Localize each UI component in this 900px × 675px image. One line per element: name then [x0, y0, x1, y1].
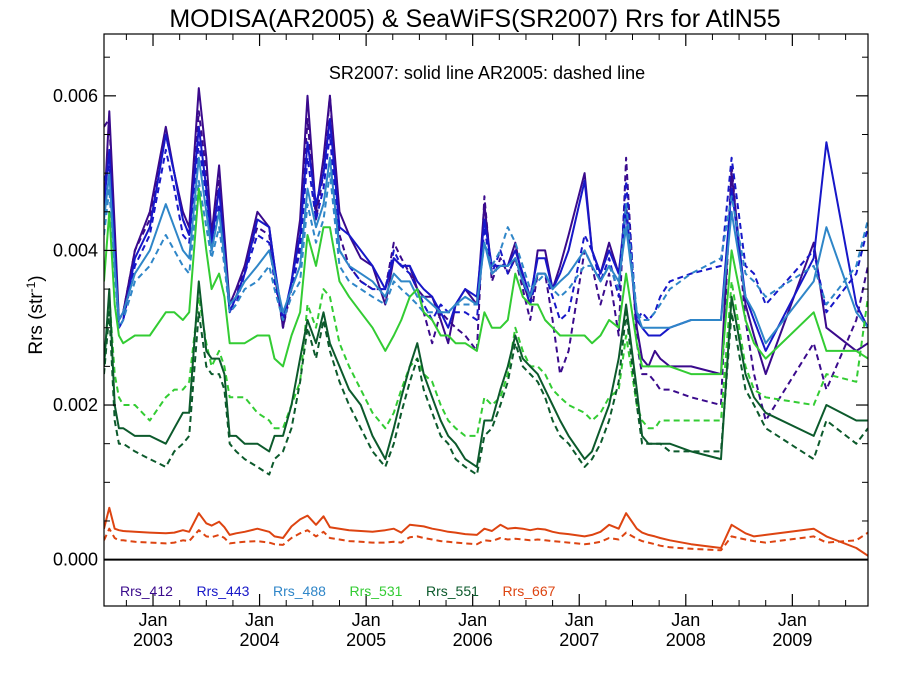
x-tick-year-label: 2009 [772, 630, 812, 650]
series-layer [104, 87, 868, 557]
rrs-488-solid-line [104, 156, 868, 345]
rrs-551-solid-line [104, 280, 868, 468]
legend-item-rrs-443: Rrs_443 [197, 583, 250, 599]
y-axis-label-prefix: Rrs (str [26, 292, 47, 355]
x-tick-year-label: 2008 [666, 630, 706, 650]
rrs-412-dashed-line [104, 94, 868, 422]
chart-title: MODISA(AR2005) & SeaWiFS(SR2007) Rrs for… [169, 5, 780, 33]
x-tick-year-label: 2003 [133, 630, 173, 650]
rrs-667-dashed-line [104, 527, 868, 552]
x-tick-month-label: Jan [245, 610, 274, 630]
rrs-531-solid-line [104, 187, 868, 376]
rrs-443-solid-line [104, 118, 868, 352]
legend-item-rrs-488: Rrs_488 [273, 583, 326, 599]
legend: Rrs_412 Rrs_443 Rrs_488 Rrs_531 Rrs_551 Rrs_6… [120, 583, 556, 599]
rrs-531-dashed-line [104, 280, 868, 437]
x-tick-year-label: 2004 [240, 630, 280, 650]
x-tick-year-label: 2005 [346, 630, 386, 650]
plot-frame [103, 33, 869, 607]
y-axis-label-suffix: ) [26, 275, 47, 281]
legend-item-rrs-667: Rrs_667 [503, 583, 556, 599]
y-tick-label: 0.006 [53, 86, 98, 106]
y-tick-label: 0.000 [53, 550, 98, 570]
y-tick-label: 0.002 [53, 395, 98, 415]
legend-item-rrs-412: Rrs_412 [120, 583, 173, 599]
legend-item-rrs-551: Rrs_551 [426, 583, 479, 599]
x-tick-year-label: 2006 [453, 630, 493, 650]
x-tick-month-label: Jan [352, 610, 381, 630]
x-tick-month-label: Jan [458, 610, 487, 630]
x-tick-month-label: Jan [138, 610, 167, 630]
y-tick-label: 0.004 [53, 240, 98, 260]
x-tick-month-label: Jan [671, 610, 700, 630]
y-axis-label: Rrs (str-1) [24, 275, 47, 354]
line-style-annotation: SR2007: solid line AR2005: dashed line [329, 63, 645, 83]
x-tick-month-label: Jan [778, 610, 807, 630]
rrs-667-solid-line [104, 506, 868, 557]
x-tick-month-label: Jan [565, 610, 594, 630]
y-axis-label-sup: -1 [24, 281, 38, 292]
axes-layer: 0.0000.0020.0040.006Jan2003Jan2004Jan200… [53, 33, 869, 650]
legend-item-rrs-531: Rrs_531 [350, 583, 403, 599]
x-tick-year-label: 2007 [559, 630, 599, 650]
rrs-488-dashed-line [104, 172, 868, 329]
